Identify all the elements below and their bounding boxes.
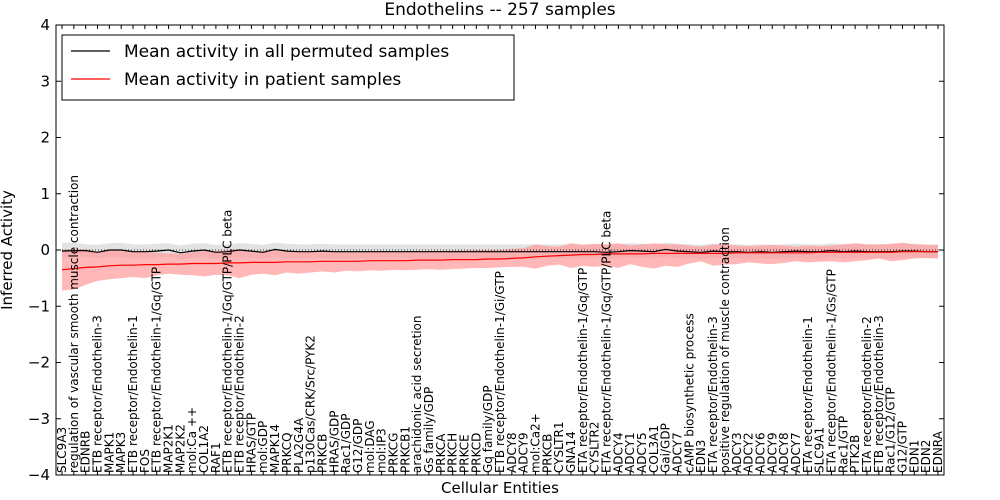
category-label: ADCY3	[730, 432, 744, 473]
category-label: PRKCB	[315, 434, 329, 473]
category-label: PRKCQ	[280, 432, 294, 473]
category-label: ADCY7	[671, 432, 685, 473]
y-axis-label: Inferred Activity	[0, 190, 16, 310]
category-label: PTK2B	[848, 435, 862, 473]
category-label: ETB receptor/Endothelin-1/Gq/GTP	[150, 267, 164, 473]
category-label: Rac1/GTP	[836, 416, 850, 473]
category-label: ETA receptor/Endothelin-2	[860, 316, 874, 473]
category-label: SLC9A3	[55, 427, 69, 473]
category-label: ETB receptor/Endothelin-3	[872, 315, 886, 473]
y-tick-label: −1	[28, 297, 50, 315]
category-label: PRKCH	[446, 433, 460, 473]
y-tick-label: 0	[40, 241, 50, 259]
category-label: EDNRA	[931, 430, 945, 473]
category-label: PRKCE	[458, 434, 472, 473]
category-label: ETA receptor/Endothelin-1/Gs/GTP	[825, 269, 839, 473]
chart-title: Endothelins -- 257 samples	[384, 0, 615, 20]
category-label: PRKCD	[469, 433, 483, 473]
category-label: ADCY4	[611, 432, 625, 473]
category-label: EDNRB	[79, 431, 93, 473]
category-label: PRKCB	[540, 434, 554, 473]
category-label: ETA receptor/Endothelin-1/Gq/GTP	[576, 268, 590, 473]
category-label: mol:DAG	[363, 420, 377, 473]
y-axis: −4 −3 −2 −1 0 1 2 3 4	[28, 16, 944, 484]
legend-label-permuted: Mean activity in all permuted samples	[124, 42, 449, 62]
category-label: mol:Ca ++	[185, 407, 199, 473]
category-label: ADCY9	[765, 432, 779, 473]
category-label: mol:GDP	[256, 421, 270, 473]
category-label: positive regulation of muscle contractio…	[718, 227, 732, 473]
category-label: MAPK3	[114, 432, 128, 473]
category-label: G12/GDP	[351, 419, 365, 473]
legend: Mean activity in all permuted samples Me…	[61, 34, 515, 101]
y-tick-label: 1	[40, 185, 50, 203]
category-label: COL1A2	[197, 425, 211, 473]
category-label: MAPK1	[102, 432, 116, 473]
category-label: HRAS/GDP	[327, 410, 341, 473]
category-label: MAPK14	[268, 424, 282, 473]
category-label: MAP2K2	[173, 424, 187, 473]
x-axis-label: Cellular Entities	[441, 479, 559, 497]
category-label: ADCY1	[623, 432, 637, 473]
band-patient	[62, 242, 938, 291]
series-line-permuted	[61, 248, 938, 254]
category-label: ADCY8	[777, 432, 791, 473]
category-label: ETB receptor/Endothelin-1/Gq/GTP/PLC bet…	[221, 210, 235, 473]
legend-frame	[61, 34, 515, 101]
category-label: Gq family/GDP	[481, 385, 495, 473]
category-label: Gai/GDP	[659, 423, 673, 473]
y-tick-label: −4	[28, 466, 50, 484]
y-tick-label: 4	[40, 16, 50, 34]
y-tick-label: 2	[40, 129, 50, 147]
category-label: ETB receptor/Endothelin-1/Gi/GTP	[493, 271, 507, 473]
category-label: COL3A1	[647, 425, 661, 473]
category-label: PRKCG	[387, 433, 401, 473]
category-label: ETA receptor/Endothelin-1	[801, 316, 815, 473]
category-label: ADCY7	[789, 432, 803, 473]
category-label: ADCY2	[742, 432, 756, 473]
category-label: Rac1/GDP	[339, 414, 353, 473]
category-label: Gs family/GDP	[422, 387, 436, 473]
category-label: CYSLTR2	[588, 422, 602, 473]
series-line-patient	[61, 251, 938, 271]
category-label: EDN2	[919, 440, 933, 473]
category-label: ETA receptor/Endothelin-3	[706, 316, 720, 473]
category-label: MAP2K1	[162, 424, 176, 473]
category-label: ETB receptor/Endothelin-2	[233, 315, 247, 473]
category-label: HRAS/GTP	[244, 413, 258, 473]
category-label: regulation of vascular smooth muscle con…	[67, 175, 81, 473]
category-label: ETA receptor/Endothelin-1/Gq/GTP/PLC bet…	[600, 211, 614, 473]
category-label: EDN1	[907, 440, 921, 473]
category-label: PRKCB1	[398, 426, 412, 473]
category-label: mol:IP3	[375, 428, 389, 473]
category-label: ADCY9	[517, 432, 531, 473]
category-label: p130Cas/CRK/Src/PYK2	[304, 335, 318, 473]
category-label: EDN3	[694, 440, 708, 473]
category-label: arachidonic acid secretion	[410, 316, 424, 473]
y-tick-label: 3	[40, 72, 50, 90]
category-label: ADCY6	[753, 432, 767, 473]
category-label: PLA2G4A	[292, 417, 306, 473]
category-label: RAF1	[209, 442, 223, 473]
category-label: GNA14	[564, 431, 578, 473]
category-label: CYSLTR1	[552, 422, 566, 473]
category-label: Rac1/G12/GTP	[884, 387, 898, 473]
category-label: G12/GTP	[896, 421, 910, 473]
y-tick-label: −3	[28, 410, 50, 428]
category-label: ADCY8	[505, 432, 519, 473]
category-label: ETB receptor/Endothelin-1	[126, 315, 140, 473]
category-label: SLC9A1	[813, 427, 827, 473]
category-label: cAMP biosynthetic process	[682, 313, 696, 473]
category-label: ETB receptor/Endothelin-3	[91, 315, 105, 473]
category-label: ADCY5	[635, 432, 649, 473]
y-tick-label: −2	[28, 354, 50, 372]
category-label: mol:Ca2+	[529, 413, 543, 473]
legend-label-patient: Mean activity in patient samples	[124, 70, 401, 90]
category-label: FOS	[138, 449, 152, 473]
category-label: PRKCA	[434, 433, 448, 473]
